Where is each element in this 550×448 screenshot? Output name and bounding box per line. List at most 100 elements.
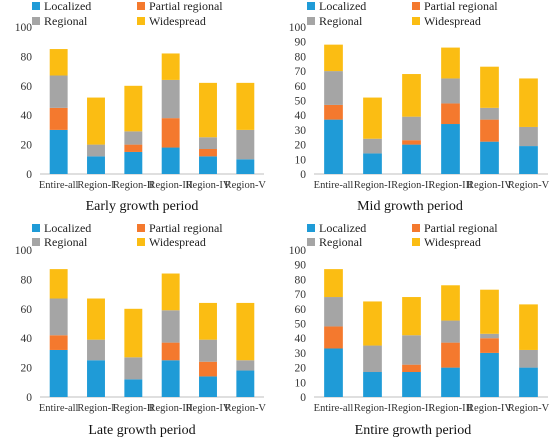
y-tick-label: 40: [21, 110, 33, 122]
y-tick-label: 70: [295, 66, 307, 78]
legend-label: Partial regional: [424, 221, 498, 235]
legend-label: Partial regional: [149, 221, 223, 235]
bar-segment: [161, 342, 180, 361]
bar-segment: [324, 348, 343, 397]
panel-title: Early growth period: [86, 199, 199, 214]
y-tick-label: 90: [295, 37, 307, 49]
bar-segment: [519, 367, 538, 397]
legend-swatch: [32, 238, 40, 246]
y-tick-label: 80: [295, 51, 307, 63]
y-tick-label: 80: [21, 51, 33, 63]
bar-segment: [441, 47, 460, 79]
bar-segment: [49, 107, 68, 130]
bar-segment: [363, 345, 382, 373]
panel-title: Late growth period: [88, 423, 195, 438]
x-tick-label: Region-V: [508, 403, 550, 414]
bar-segment: [519, 349, 538, 368]
bar-segment: [49, 335, 68, 350]
bar-segment: [49, 49, 68, 76]
bar-segment: [519, 146, 538, 174]
bar-segment: [199, 82, 217, 138]
y-tick-label: 20: [295, 363, 307, 375]
legend-swatch: [412, 238, 420, 246]
legend-label: Partial regional: [149, 0, 223, 13]
legend-label: Localized: [44, 0, 91, 13]
bar-segment: [441, 103, 460, 125]
x-tick-label: Region-V: [508, 180, 550, 191]
panel-title: Mid growth period: [357, 199, 463, 214]
bar-segment: [402, 140, 421, 145]
bar-segment: [87, 144, 105, 157]
x-tick-label: Region-II: [113, 403, 154, 414]
bar-segment: [480, 289, 499, 334]
bar-segment: [87, 298, 105, 340]
bar-segment: [441, 285, 460, 321]
y-tick-label: 100: [15, 245, 33, 257]
bar-segment: [324, 297, 343, 327]
bar-segment: [199, 137, 217, 150]
x-tick-label: Region-III: [149, 403, 194, 414]
legend-swatch: [412, 224, 420, 232]
bar-segment: [402, 335, 421, 365]
y-tick-label: 10: [295, 154, 307, 166]
legend-swatch: [137, 17, 145, 25]
bar-segment: [480, 119, 499, 142]
legend-label: Regional: [319, 14, 363, 28]
bar-segment: [441, 78, 460, 104]
x-tick-label: Entire-all: [39, 180, 79, 191]
bar-segment: [124, 308, 143, 358]
bar-segment: [480, 141, 499, 174]
bar-segment: [199, 339, 217, 362]
x-tick-label: Region-II: [391, 180, 432, 191]
bar-segment: [402, 116, 421, 141]
bar-segment: [161, 273, 180, 311]
bar-segment: [441, 124, 460, 174]
x-tick-label: Region-IV: [186, 403, 231, 414]
y-tick-label: 80: [21, 274, 33, 286]
bar-segment: [480, 66, 499, 108]
x-tick-label: Entire-all: [39, 403, 79, 414]
legend-swatch: [32, 224, 40, 232]
y-tick-label: 60: [21, 81, 33, 93]
x-tick-label: Region-V: [225, 180, 267, 191]
bar-segment: [324, 71, 343, 105]
bar-segment: [124, 151, 143, 174]
bar-segment: [161, 360, 180, 397]
bar-segment: [324, 44, 343, 72]
y-tick-label: 60: [295, 81, 307, 93]
bar-segment: [363, 138, 382, 154]
x-tick-label: Region-I: [354, 180, 392, 191]
bar-segment: [236, 159, 255, 174]
legend-label: Localized: [44, 221, 91, 235]
legend-label: Regional: [44, 14, 88, 28]
bar-segment: [480, 333, 499, 339]
bar-segment: [363, 97, 382, 139]
x-tick-label: Region-II: [391, 403, 432, 414]
legend-label: Localized: [319, 0, 366, 13]
y-tick-label: 40: [295, 333, 307, 345]
x-tick-label: Region-II: [113, 180, 154, 191]
x-tick-label: Region-I: [77, 180, 115, 191]
bar-segment: [236, 360, 255, 371]
bar-segment: [124, 144, 143, 152]
y-tick-label: 80: [295, 274, 307, 286]
bar-segment: [199, 361, 217, 377]
bar-segment: [519, 78, 538, 127]
legend-swatch: [32, 17, 40, 25]
legend-label: Regional: [44, 235, 88, 249]
bar-segment: [363, 153, 382, 174]
x-tick-label: Entire-all: [314, 403, 354, 414]
y-tick-label: 70: [295, 289, 307, 301]
bar-segment: [236, 370, 255, 397]
bar-segment: [324, 269, 343, 298]
legend-swatch: [307, 2, 315, 10]
bar-segment: [402, 144, 421, 174]
legend-label: Widespread: [424, 235, 481, 249]
y-tick-label: 90: [295, 260, 307, 272]
x-tick-label: Region-III: [428, 403, 473, 414]
bar-segment: [480, 352, 499, 397]
bar-segment: [402, 297, 421, 336]
bar-segment: [49, 269, 68, 299]
